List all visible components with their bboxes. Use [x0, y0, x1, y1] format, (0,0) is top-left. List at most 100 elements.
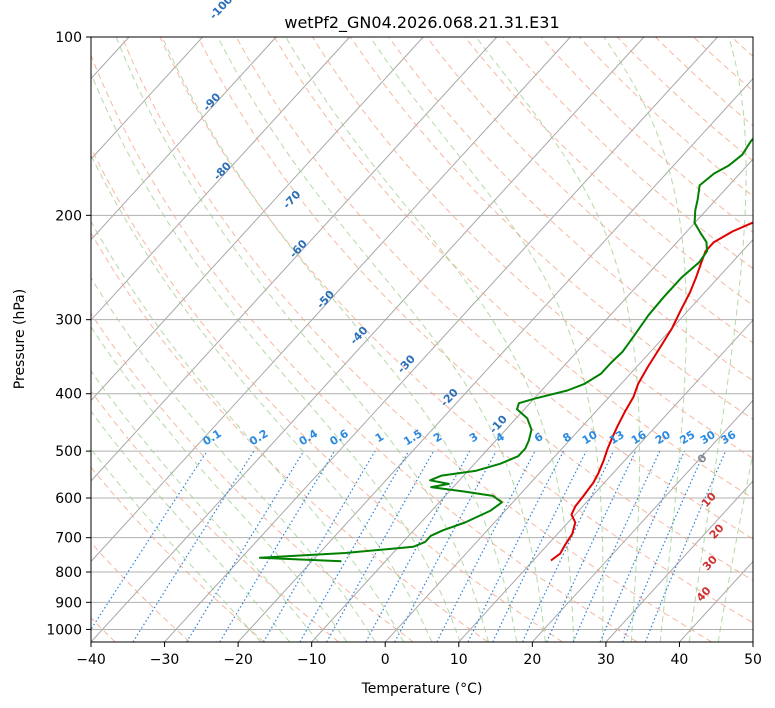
dry-adiabat	[91, 541, 191, 642]
isotherm-gridline	[679, 560, 753, 642]
isotherm-gridline	[91, 37, 571, 563]
moist-adiabat	[91, 448, 262, 642]
y-tick-label: 1000	[46, 622, 82, 638]
dry-adiabat	[91, 54, 638, 642]
x-tick-label: −40	[76, 652, 106, 668]
moist-adiabat	[603, 37, 687, 642]
mixing-ratio-label: 20	[653, 428, 673, 447]
y-tick-label: 700	[55, 531, 82, 547]
dry-adiabat	[91, 312, 414, 642]
chart-title: wetPf2_GN04.2026.068.21.31.E31	[284, 13, 559, 33]
dry-adiabat	[312, 37, 753, 460]
moist-adiabat-label: -40	[348, 324, 371, 348]
isotherm-gridline	[91, 37, 351, 321]
moist-adiabat	[91, 370, 319, 642]
dry-adiabat-label: 30	[700, 553, 720, 573]
moist-adiabat	[91, 72, 461, 642]
dry-adiabat	[273, 37, 753, 499]
y-tick-label: 400	[55, 387, 82, 403]
moist-adiabat	[161, 37, 518, 642]
isotherm-gridline	[91, 37, 203, 160]
y-tick-label: 100	[55, 30, 82, 46]
moist-adiabat	[475, 37, 640, 642]
mixing-ratio-line	[186, 450, 305, 642]
dry-adiabat-label: 10	[699, 490, 719, 510]
moist-adiabat	[688, 37, 747, 642]
moist-adiabat	[115, 37, 489, 642]
moist-adiabat-label: -80	[211, 159, 234, 183]
x-tick-label: 40	[671, 652, 689, 668]
mixing-ratio-label: 0.1	[200, 427, 223, 448]
x-tick-label: −20	[223, 652, 253, 668]
moist-adiabat	[369, 37, 604, 642]
x-axis-title: Temperature (°C)	[361, 681, 483, 697]
mixing-ratio-line	[546, 450, 637, 642]
dry-adiabat	[91, 232, 489, 642]
y-tick-label: 800	[55, 565, 82, 581]
y-tick-label: 600	[55, 491, 82, 507]
mixing-ratio-line	[132, 450, 255, 642]
moist-adiabat-label: -70	[280, 188, 303, 212]
x-tick-label: 30	[597, 652, 615, 668]
dry-adiabat	[540, 37, 753, 233]
isotherm-gridline	[752, 641, 753, 642]
x-tick-label: 20	[523, 652, 541, 668]
moist-adiabat	[717, 451, 753, 642]
isotherm-gridline	[164, 37, 718, 642]
mixing-ratio-line	[644, 450, 727, 642]
mixing-ratio-label: 1.5	[401, 427, 424, 448]
dry-adiabat	[655, 37, 753, 127]
dry-adiabat	[121, 37, 713, 642]
mixing-ratio-line	[365, 450, 471, 642]
dry-adiabat	[91, 466, 265, 642]
isotherm-gridline	[91, 37, 277, 241]
mixing-ratio-label: 36	[719, 428, 739, 447]
mixing-ratio-label: 10	[580, 428, 600, 447]
mixing-ratio-line	[492, 450, 587, 642]
y-tick-label: 300	[55, 313, 82, 329]
dry-adiabat	[197, 37, 753, 581]
dry-adiabat	[502, 37, 753, 270]
moist-adiabat	[91, 154, 433, 642]
y-tick-label: 200	[55, 208, 82, 224]
moist-adiabat-label: -90	[200, 90, 223, 114]
mixing-ratio-line	[467, 450, 565, 642]
dry-adiabat	[388, 37, 753, 382]
mixing-ratio-line	[299, 450, 410, 642]
dry-adiabat	[770, 37, 775, 642]
mixing-ratio-label: 1	[373, 430, 386, 445]
mixing-ratio-label: 0.2	[247, 427, 270, 448]
x-tick-label: 10	[450, 652, 468, 668]
isotherm-gridline	[91, 37, 498, 482]
moist-adiabat	[91, 410, 291, 642]
mixing-ratio-line	[219, 450, 336, 642]
dry-adiabat	[464, 37, 753, 307]
moist-adiabat	[91, 220, 405, 642]
moist-adiabat-label: -20	[438, 386, 461, 410]
plot-area	[91, 37, 775, 642]
moist-adiabat-label: -50	[314, 288, 337, 312]
dry-adiabat	[235, 37, 753, 540]
moist-adiabat-label: -100	[207, 0, 236, 22]
x-tick-label: 0	[381, 652, 390, 668]
dry-adiabat	[91, 390, 340, 642]
dry-adiabat-label: 0	[695, 451, 710, 466]
mixing-ratio-line	[262, 450, 376, 642]
isotherm-gridline	[605, 480, 753, 642]
y-tick-label: 500	[55, 444, 82, 460]
isotherm-gridline	[91, 37, 424, 402]
moist-adiabat-label: -10	[487, 412, 510, 436]
x-tick-label: −10	[297, 652, 327, 668]
mixing-ratio-label: 25	[678, 428, 698, 447]
mixing-ratio-line	[326, 450, 435, 642]
x-tick-label: 50	[744, 652, 762, 668]
mixing-ratio-label: 16	[629, 428, 649, 447]
dry-adiabat	[426, 37, 753, 344]
isotherm-gridline	[384, 238, 753, 642]
moist-adiabat	[91, 276, 376, 642]
dry-adiabat	[91, 146, 563, 642]
temperature-profile-line	[550, 221, 753, 562]
x-tick-label: −30	[150, 652, 180, 668]
dry-adiabat	[578, 37, 753, 197]
dewpoint-profile-line	[258, 137, 753, 563]
